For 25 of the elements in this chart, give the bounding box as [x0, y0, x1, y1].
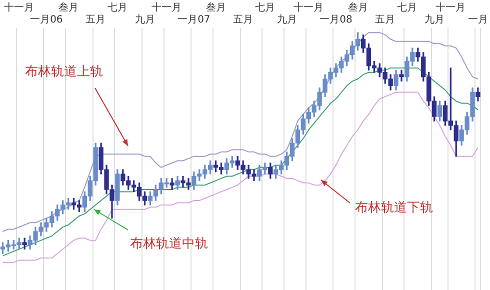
annotation: 布林轨道下轨	[355, 200, 433, 216]
x-tick-label: 十一月	[294, 2, 324, 14]
x-tick-label: 一月	[468, 14, 488, 26]
candlestick	[170, 178, 174, 190]
x-tick-label: 一月06	[30, 14, 63, 26]
x-tick-label: 叁月	[206, 2, 226, 14]
x-tick-label: 十一月	[4, 2, 34, 14]
x-tick-label: 九月	[276, 14, 297, 26]
x-tick-label: 九月	[424, 14, 444, 26]
x-tick-label: 七月	[107, 2, 128, 14]
x-tick-label: 七月	[396, 2, 417, 14]
x-tick-label: 七月	[254, 2, 275, 14]
annotation: 布林轨道中轨	[130, 236, 208, 252]
x-tick-label: 五月	[86, 14, 106, 26]
x-tick-label: 九月	[134, 14, 155, 26]
x-tick-label: 叁月	[348, 2, 368, 14]
x-tick-label: 一月08	[320, 14, 352, 26]
x-tick-label: 五月	[233, 14, 254, 26]
annotation: 布林轨道上轨	[25, 64, 103, 80]
x-tick-label: 一月07	[178, 14, 210, 26]
x-tick-label: 十一月	[152, 2, 182, 14]
x-tick-label: 叁月	[58, 2, 78, 14]
candlestick	[399, 70, 404, 82]
x-tick-label: 十一月	[436, 2, 466, 14]
x-tick-label: 五月	[375, 14, 396, 26]
